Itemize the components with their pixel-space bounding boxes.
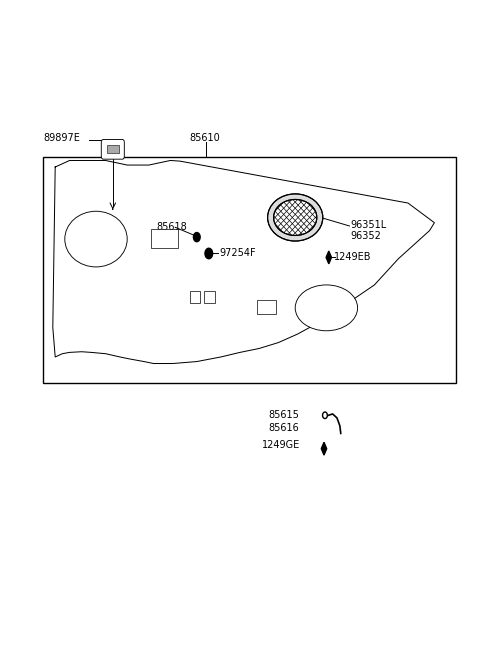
Text: 1249EB: 1249EB (334, 252, 371, 262)
Circle shape (205, 248, 213, 259)
Text: 85616: 85616 (269, 422, 300, 433)
Polygon shape (321, 442, 327, 455)
Text: 96352: 96352 (350, 231, 381, 241)
Ellipse shape (323, 412, 327, 419)
Ellipse shape (267, 194, 323, 241)
Text: 97254F: 97254F (219, 248, 256, 258)
Bar (151, 229, 178, 248)
Bar (190, 291, 200, 303)
Ellipse shape (295, 285, 358, 331)
Bar (107, 145, 119, 153)
Text: 1249GE: 1249GE (262, 440, 300, 451)
Polygon shape (326, 251, 332, 264)
Text: 96351L: 96351L (350, 219, 387, 230)
Ellipse shape (274, 199, 317, 235)
Text: 85618: 85618 (156, 221, 187, 232)
Text: 85610: 85610 (190, 133, 220, 143)
FancyBboxPatch shape (101, 140, 124, 159)
Text: 89897E: 89897E (43, 133, 80, 143)
Text: 85615: 85615 (269, 409, 300, 420)
Circle shape (193, 233, 200, 242)
Bar (43, 157, 456, 383)
Ellipse shape (65, 211, 127, 267)
Bar (257, 300, 276, 314)
Bar (204, 291, 215, 303)
